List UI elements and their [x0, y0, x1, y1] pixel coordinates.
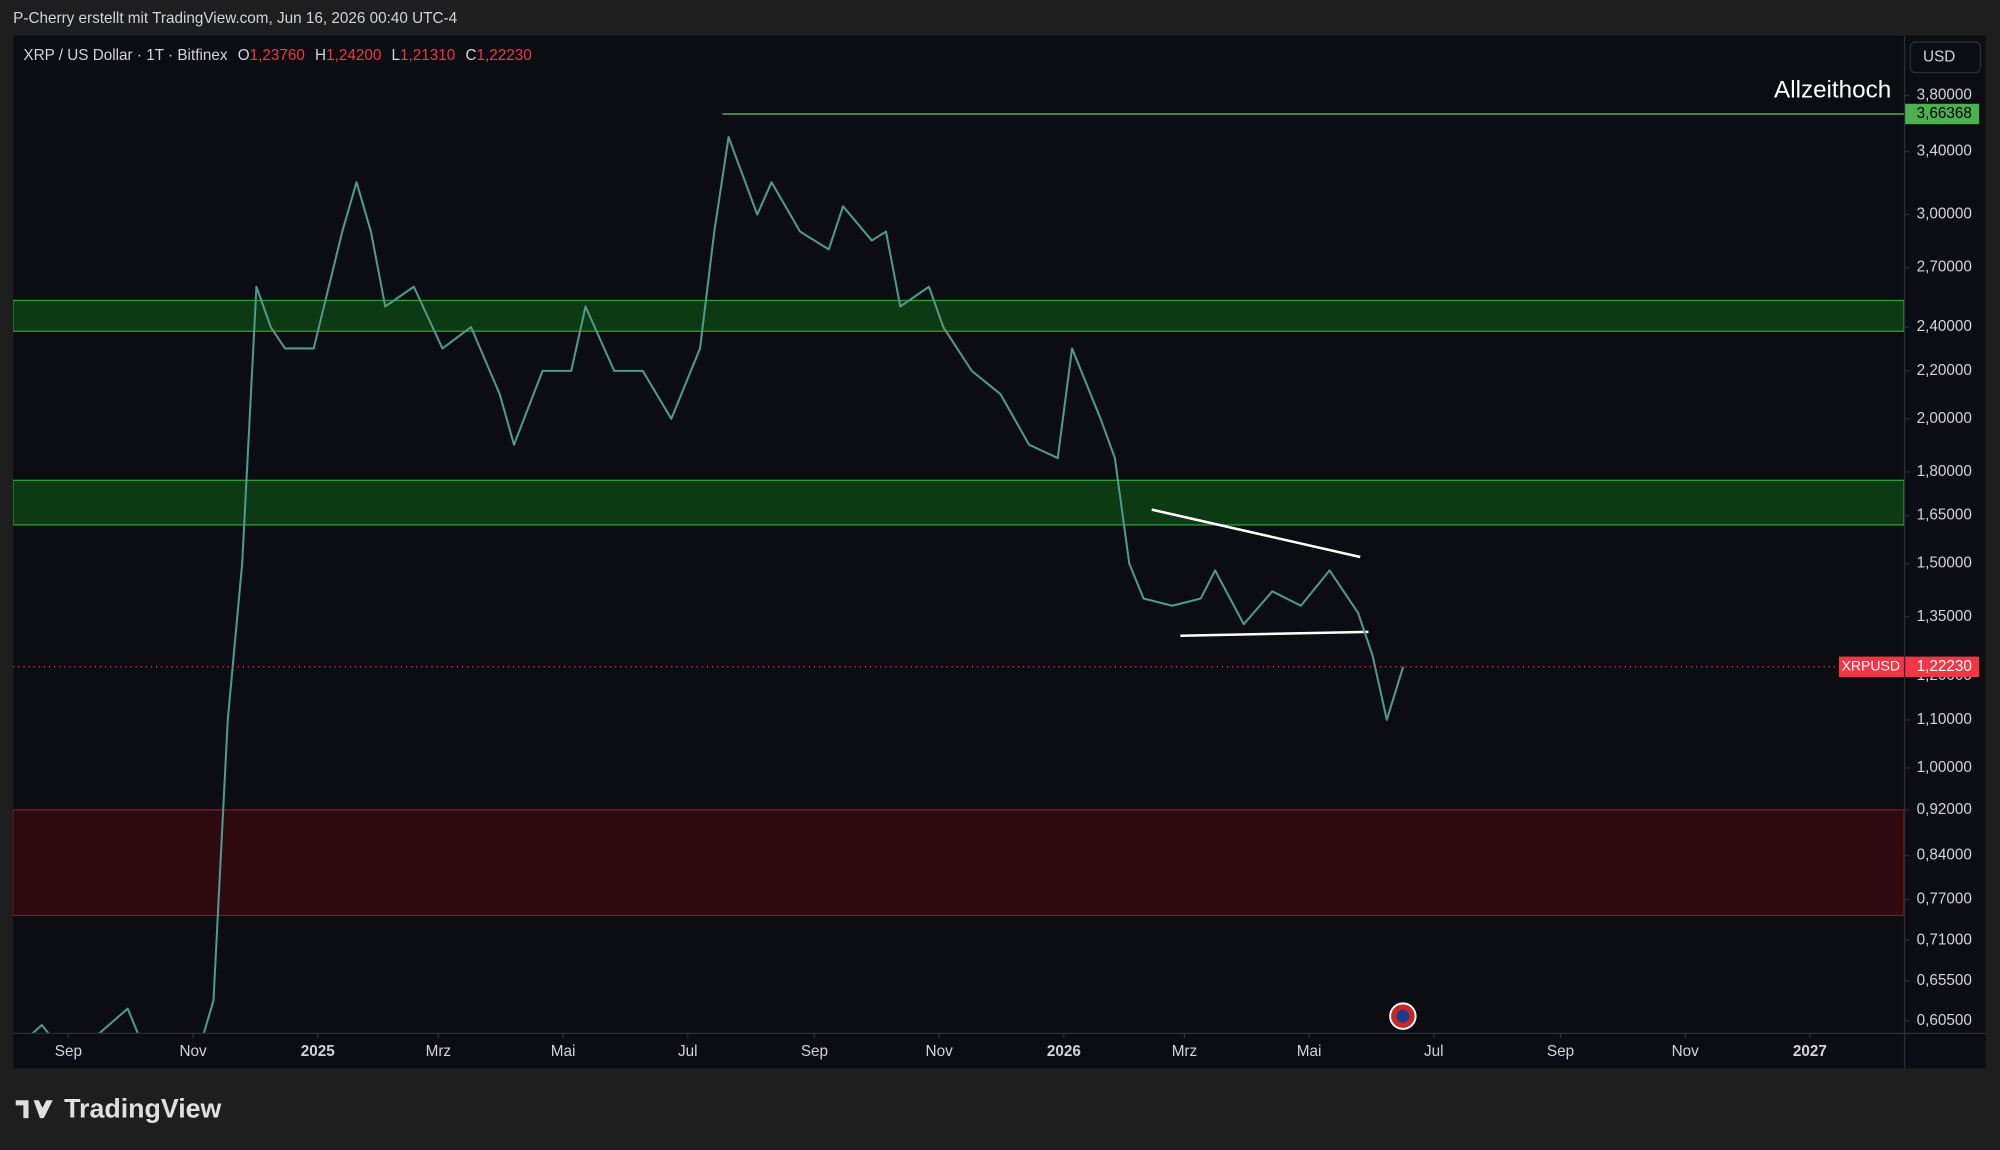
zone [13, 299, 1904, 332]
y-tick-label: 3,00000 [1917, 206, 1972, 223]
plot-area [13, 113, 1904, 1033]
zone [13, 809, 1904, 917]
ohlc-value: 1,24200 [326, 47, 381, 64]
y-tick-label: 2,70000 [1917, 259, 1972, 276]
y-tick-label: 2,20000 [1917, 362, 1972, 379]
symbol: XRP / US Dollar · 1T · Bitfinex [23, 47, 227, 64]
y-tick-label: 1,50000 [1917, 555, 1972, 572]
y-tick-label: 1,80000 [1917, 463, 1972, 480]
x-tick-label: Mrz [1172, 1043, 1197, 1060]
attribution: P-Cherry erstellt mit TradingView.com, J… [13, 10, 457, 27]
ath-tag [1905, 103, 1980, 125]
x-tick-label: Mai [551, 1043, 576, 1060]
ohlc-value: 1,22230 [477, 47, 532, 64]
ohlc-key: O [238, 47, 250, 64]
y-tick-label: 0,65500 [1917, 972, 1972, 989]
x-tick-label: Mai [1297, 1043, 1322, 1060]
ath-tag-label: 3,66368 [1917, 105, 1972, 122]
currency: USD [1923, 48, 1955, 65]
symbol-tag [1838, 656, 1904, 677]
ohlc-key: H [315, 47, 326, 64]
y-tick-label: 0,71000 [1917, 931, 1972, 948]
symbol-tag-label: XRPUSD [1842, 657, 1900, 673]
x-tick-label: Nov [1672, 1043, 1700, 1060]
zone [13, 479, 1904, 526]
currency-button[interactable] [1909, 41, 1982, 74]
x-tick-label: 2026 [1047, 1043, 1081, 1060]
y-tick-label: 2,00000 [1917, 410, 1972, 427]
x-tick-label: Nov [179, 1043, 207, 1060]
ohlc-value: 1,21310 [400, 47, 455, 64]
brand-logo: TradingView [15, 1094, 222, 1124]
price-line [31, 136, 1405, 1033]
price-tag-label: 1,22230 [1917, 658, 1972, 675]
y-tick-label: 0,77000 [1917, 891, 1972, 908]
y-tick-label: 0,84000 [1917, 847, 1972, 864]
y-tick-label: 2,40000 [1917, 318, 1972, 335]
y-tick-label: 3,40000 [1917, 143, 1972, 160]
brand-name: TradingView [64, 1094, 221, 1124]
symbol-legend: XRP / US Dollar · 1T · Bitfinex O1,23760 H… [23, 47, 531, 64]
y-tick-label: 0,60500 [1917, 1012, 1972, 1029]
price-tag [1905, 656, 1980, 677]
x-tick-label: Jul [678, 1043, 698, 1060]
overlay: 0,60500 0,65500 0,71000 0,77000 0,84000 0,920… [55, 76, 1980, 1060]
y-tick-label: 0,92000 [1917, 801, 1972, 818]
brand-icon [15, 1100, 53, 1119]
ohlc-key: L [392, 47, 401, 64]
y-tick-label: 1,00000 [1917, 759, 1972, 776]
x-tick-label: 2025 [301, 1043, 335, 1060]
ohlc-value: 1,23760 [250, 47, 305, 64]
x-tick-label: Sep [801, 1043, 828, 1060]
event-flag-inner [1396, 1009, 1410, 1023]
y-tick-label: 3,80000 [1917, 87, 1972, 104]
trendline [1180, 630, 1369, 638]
ohlc-key: C [465, 47, 476, 64]
x-tick-label: 2027 [1793, 1043, 1827, 1060]
x-tick-label: Jul [1424, 1043, 1444, 1060]
x-tick-label: Sep [55, 1043, 82, 1060]
ath-text: Allzeithoch [1774, 76, 1891, 103]
y-tick-label: 1,65000 [1917, 507, 1972, 524]
trendline [1151, 508, 1361, 559]
x-tick-label: Nov [926, 1043, 954, 1060]
x-tick-label: Sep [1547, 1043, 1574, 1060]
y-tick-label: 1,10000 [1917, 711, 1972, 728]
x-tick-label: Mrz [426, 1043, 451, 1060]
y-tick-label: 1,35000 [1917, 608, 1972, 625]
